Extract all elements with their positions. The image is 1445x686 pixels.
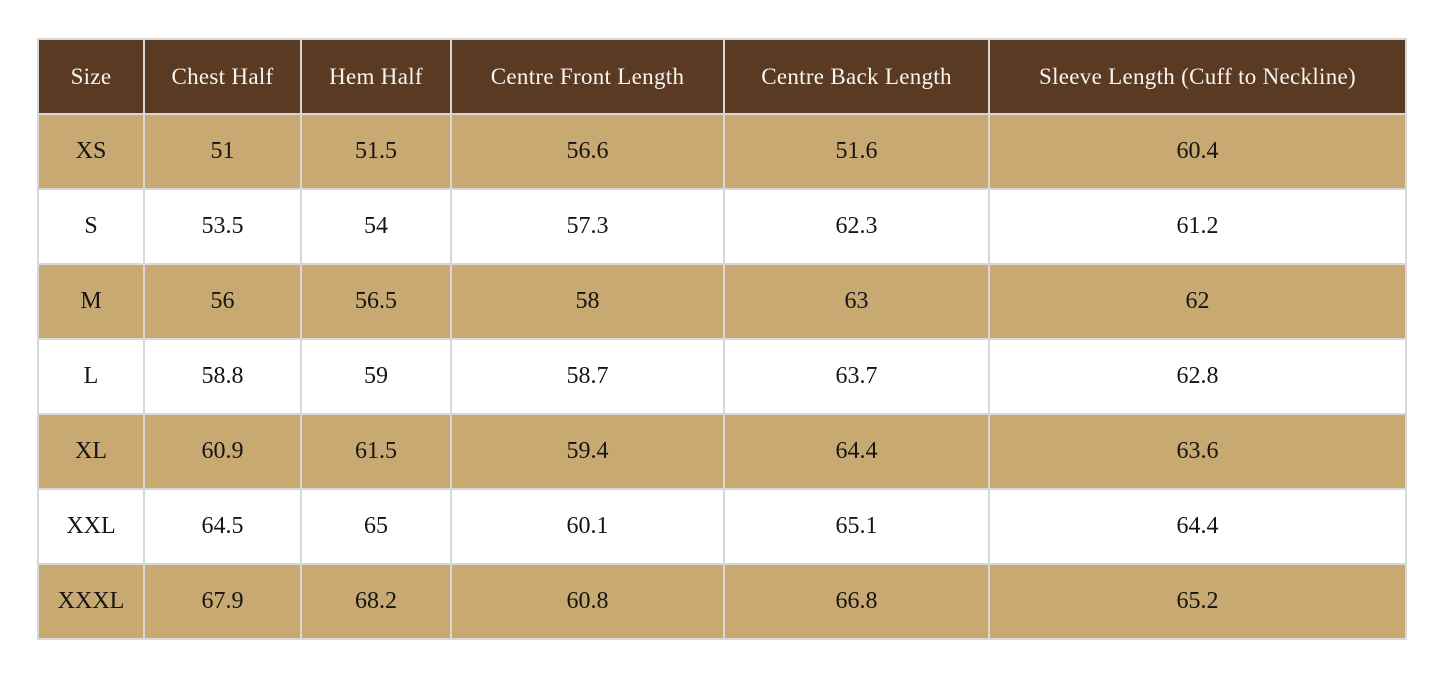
value-cell: 68.2 [300, 563, 452, 640]
size-cell: M [37, 263, 145, 340]
column-header: Hem Half [300, 38, 452, 115]
value-cell: 64.5 [143, 488, 302, 565]
value-cell: 62 [988, 263, 1407, 340]
value-cell: 59.4 [450, 413, 725, 490]
table-row: XL 60.9 61.5 59.4 64.4 63.6 [37, 413, 1407, 490]
value-cell: 64.4 [988, 488, 1407, 565]
value-cell: 66.8 [723, 563, 990, 640]
value-cell: 56.6 [450, 113, 725, 190]
value-cell: 65.2 [988, 563, 1407, 640]
value-cell: 65 [300, 488, 452, 565]
value-cell: 57.3 [450, 188, 725, 265]
table-row: S 53.5 54 57.3 62.3 61.2 [37, 188, 1407, 265]
value-cell: 60.9 [143, 413, 302, 490]
table-row: XS 51 51.5 56.6 51.6 60.4 [37, 113, 1407, 190]
header-row: Size Chest Half Hem Half Centre Front Lengt… [37, 38, 1407, 115]
size-chart-table: Size Chest Half Hem Half Centre Front Lengt… [37, 38, 1407, 640]
value-cell: 58 [450, 263, 725, 340]
value-cell: 67.9 [143, 563, 302, 640]
column-header: Chest Half [143, 38, 302, 115]
table-row: M 56 56.5 58 63 62 [37, 263, 1407, 340]
value-cell: 51 [143, 113, 302, 190]
value-cell: 59 [300, 338, 452, 415]
value-cell: 63 [723, 263, 990, 340]
table-row: XXL 64.5 65 60.1 65.1 64.4 [37, 488, 1407, 565]
size-chart-body: XS 51 51.5 56.6 51.6 60.4 S 53.5 54 57.3 62.3 61.2 M… [37, 113, 1407, 640]
size-cell: XS [37, 113, 145, 190]
value-cell: 51.6 [723, 113, 990, 190]
value-cell: 60.8 [450, 563, 725, 640]
table-row: XXXL 67.9 68.2 60.8 66.8 65.2 [37, 563, 1407, 640]
value-cell: 63.6 [988, 413, 1407, 490]
size-cell: S [37, 188, 145, 265]
column-header: Size [37, 38, 145, 115]
value-cell: 63.7 [723, 338, 990, 415]
size-cell: XXL [37, 488, 145, 565]
value-cell: 54 [300, 188, 452, 265]
value-cell: 61.5 [300, 413, 452, 490]
column-header: Sleeve Length (Cuff to Neckline) [988, 38, 1407, 115]
value-cell: 62.3 [723, 188, 990, 265]
value-cell: 62.8 [988, 338, 1407, 415]
value-cell: 56.5 [300, 263, 452, 340]
value-cell: 65.1 [723, 488, 990, 565]
column-header: Centre Back Length [723, 38, 990, 115]
size-cell: L [37, 338, 145, 415]
size-cell: XXXL [37, 563, 145, 640]
size-chart-header: Size Chest Half Hem Half Centre Front Lengt… [37, 38, 1407, 115]
value-cell: 60.4 [988, 113, 1407, 190]
table-row: L 58.8 59 58.7 63.7 62.8 [37, 338, 1407, 415]
value-cell: 56 [143, 263, 302, 340]
value-cell: 64.4 [723, 413, 990, 490]
value-cell: 61.2 [988, 188, 1407, 265]
value-cell: 58.8 [143, 338, 302, 415]
value-cell: 58.7 [450, 338, 725, 415]
value-cell: 51.5 [300, 113, 452, 190]
column-header: Centre Front Length [450, 38, 725, 115]
value-cell: 53.5 [143, 188, 302, 265]
value-cell: 60.1 [450, 488, 725, 565]
size-cell: XL [37, 413, 145, 490]
